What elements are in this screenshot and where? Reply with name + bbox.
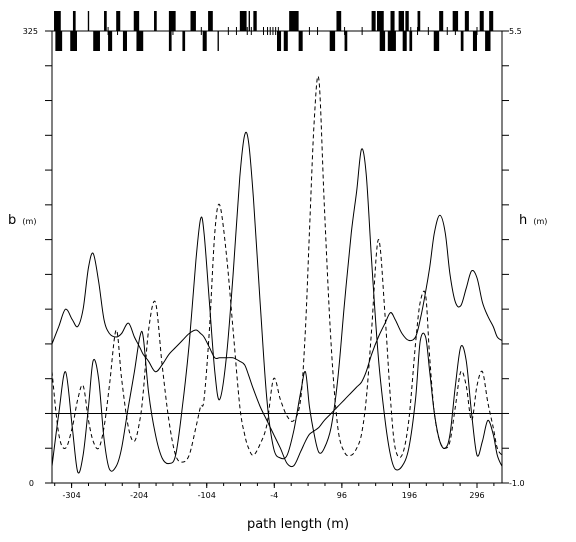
lattice-block-up: [289, 11, 299, 31]
y-left-max-label: 325: [23, 27, 38, 36]
lattice-block-down: [93, 31, 100, 51]
lattice-block-down: [182, 31, 186, 51]
lattice-block-up: [72, 11, 76, 31]
x-axis-title: path length (m): [247, 517, 349, 532]
lattice-block-up: [253, 11, 257, 31]
lattice-block-up: [377, 11, 384, 31]
lattice-block-down: [409, 31, 413, 51]
x-tick-label: 96: [337, 491, 347, 500]
lattice-block-down: [387, 31, 396, 51]
x-tick-label: -204: [130, 491, 148, 500]
x-tick-label: -4: [270, 491, 278, 500]
series-line-0: [51, 131, 503, 474]
lattice-block-up: [190, 11, 196, 31]
lattice-block-down: [122, 31, 127, 51]
lattice-block-up: [116, 11, 121, 31]
y-right-title-unit: (m): [533, 217, 547, 226]
y-left-title: b (m): [8, 213, 36, 228]
lattice-block-down: [108, 31, 113, 51]
lattice-block-down: [136, 31, 144, 51]
y-right-title-symbol: h: [519, 213, 527, 228]
lattice-block-down: [433, 31, 440, 51]
lattice-block-down: [379, 31, 386, 51]
y-right-title: h (m): [519, 213, 547, 228]
y-left-min-label: 0: [29, 479, 34, 488]
x-tick-label: -304: [63, 491, 81, 500]
lattice-block-up: [398, 11, 405, 31]
lattice-block-up: [248, 11, 250, 31]
lattice-block-up: [489, 11, 494, 31]
series-layer: [51, 75, 503, 474]
lattice-block-up: [54, 11, 61, 31]
lattice-block-up: [405, 11, 409, 31]
y-right-max-label: 5.5: [509, 27, 522, 36]
lattice-block-down: [202, 31, 207, 51]
lattice-block-down: [472, 31, 477, 51]
lattice-block-up: [464, 11, 469, 31]
lattice-block-up: [87, 11, 90, 31]
lattice-block-up: [479, 11, 484, 31]
x-tick-label: 296: [469, 491, 484, 500]
series-line-1: [51, 75, 503, 463]
lattice-block-down: [460, 31, 464, 51]
lattice-block-up: [104, 11, 107, 31]
lattice-block-up: [452, 11, 459, 31]
lattice-block-up: [168, 11, 176, 31]
lattice-block-up: [208, 11, 213, 31]
tick-layer: -304 -204 -104 -4 96 196 296: [45, 30, 509, 500]
lattice-block-up: [371, 11, 376, 31]
lattice-block-down: [344, 31, 348, 51]
lattice-block-down: [55, 31, 63, 51]
x-tick-label: 196: [402, 491, 417, 500]
lattice-block-down: [298, 31, 303, 51]
lattice-block-up: [239, 11, 247, 31]
y-right-min-label: -1.0: [509, 479, 525, 488]
lattice-block-down: [70, 31, 77, 51]
lattice-block-down: [329, 31, 336, 51]
y-left-title-symbol: b: [8, 213, 16, 228]
lattice-block-up: [336, 11, 342, 31]
lattice-block-down: [283, 31, 288, 51]
y-left-title-unit: (m): [22, 217, 36, 226]
lattice-block-down: [402, 31, 407, 51]
series-line-2: [51, 214, 503, 468]
lattice-block-up: [154, 11, 157, 31]
lattice-block-down: [217, 31, 219, 51]
lattice-block-up: [417, 11, 421, 31]
lattice-block-down: [168, 31, 172, 51]
lattice-block-up: [133, 11, 140, 31]
lattice-block-up: [439, 11, 444, 31]
lattice-block-down: [485, 31, 491, 51]
lattice-block-up: [390, 11, 395, 31]
lattice-block-down: [277, 31, 282, 51]
x-tick-label: -104: [198, 491, 216, 500]
